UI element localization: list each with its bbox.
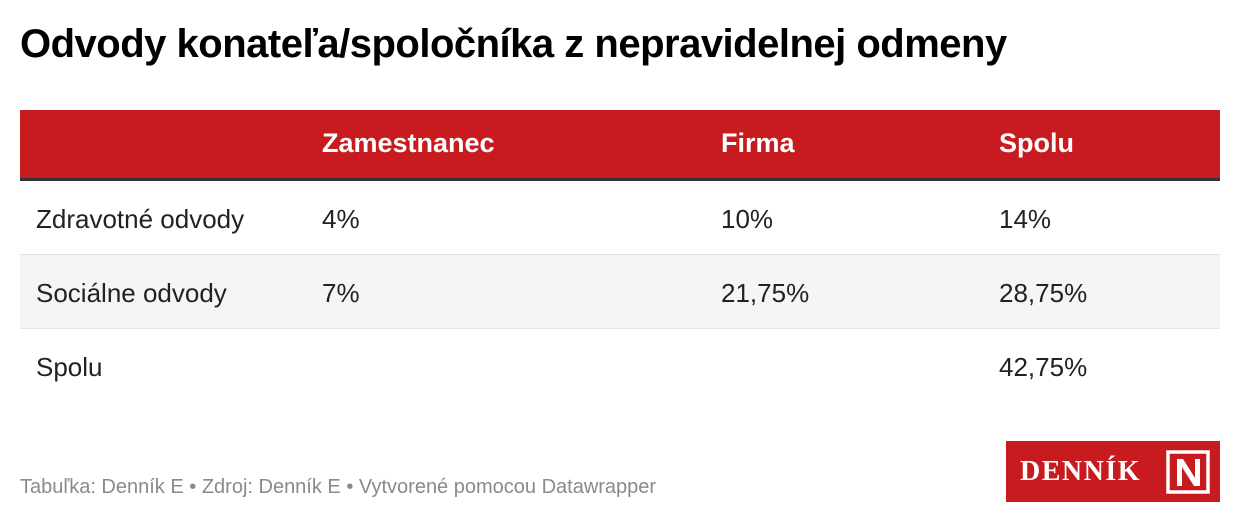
table-cell: 4% <box>322 204 360 234</box>
table-cell: 7% <box>322 278 360 308</box>
table-cell: 42,75% <box>999 352 1088 382</box>
table-row: Zdravotné odvody 4% 10% 14% <box>20 181 1220 255</box>
row-label: Sociálne odvody <box>36 278 227 308</box>
table-row: Spolu 42,75% <box>20 329 1220 402</box>
column-header-spolu: Spolu <box>999 128 1074 158</box>
table-cell: 21,75% <box>721 278 810 308</box>
table-row: Sociálne odvody 7% 21,75% 28,75% <box>20 255 1220 329</box>
dennik-n-logo: DENNÍK <box>1006 441 1220 502</box>
table-cell: 14% <box>999 204 1052 234</box>
table-cell: 10% <box>721 204 774 234</box>
column-header-zamestnanec: Zamestnanec <box>322 128 495 158</box>
logo-wordmark: DENNÍK <box>1020 456 1142 487</box>
row-label: Zdravotné odvody <box>36 204 245 234</box>
row-label: Spolu <box>36 352 103 382</box>
n-monogram-icon <box>1166 450 1210 494</box>
data-table: Zamestnanec Firma Spolu Zdravotné odvody… <box>20 110 1220 402</box>
table-cell: 28,75% <box>999 278 1088 308</box>
table-header: Zamestnanec Firma Spolu <box>20 110 1220 181</box>
source-footer: Tabuľka: Denník E • Zdroj: Denník E • Vy… <box>20 476 657 498</box>
column-header-firma: Firma <box>721 128 795 158</box>
page-title: Odvody konateľa/spoločníka z nepravideln… <box>20 22 1007 66</box>
